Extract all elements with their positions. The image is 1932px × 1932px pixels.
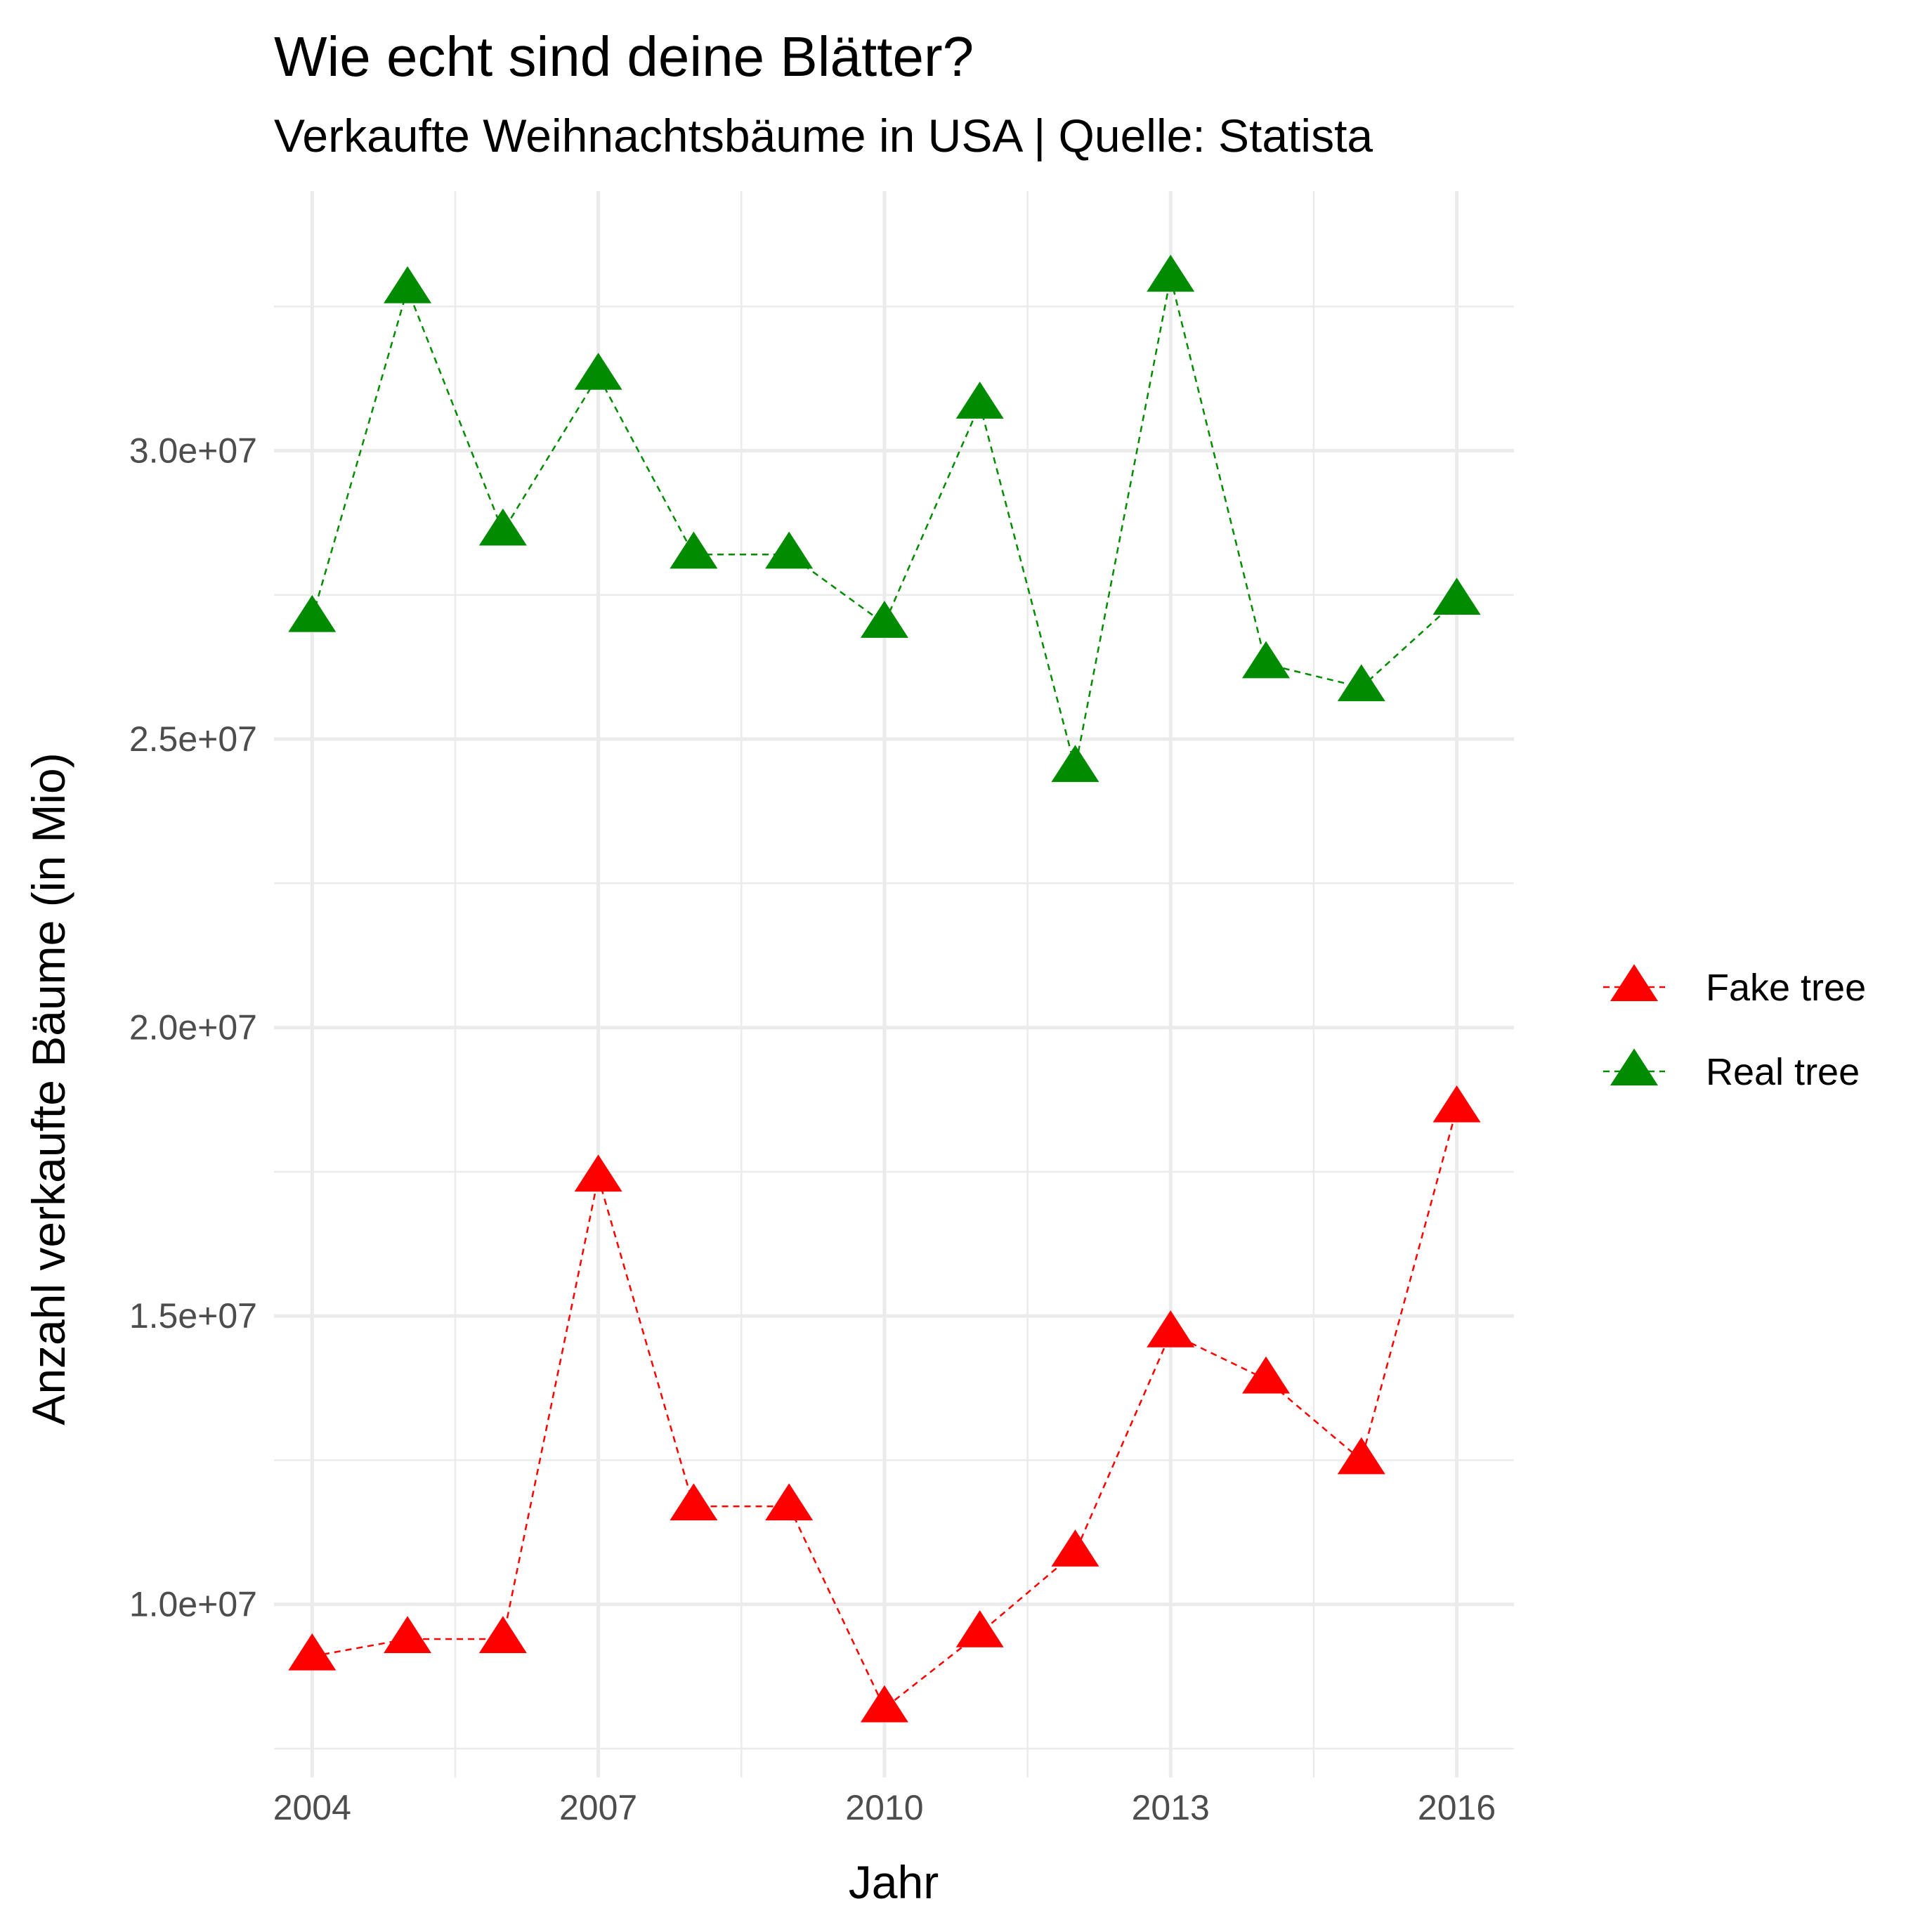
data-point-real-tree: [670, 531, 718, 569]
y-tick-label: 1.5e+07: [129, 1296, 257, 1336]
chart-title: Wie echt sind deine Blätter?: [274, 25, 974, 88]
data-point-fake-tree: [670, 1483, 718, 1521]
y-axis-tick-labels: 1.0e+07 1.5e+07 2.0e+07 2.5e+07 3.0e+07: [129, 431, 257, 1624]
x-axis-title: Jahr: [849, 1856, 939, 1908]
legend-item-real-tree: Real tree: [1603, 1048, 1860, 1093]
data-point-fake-tree: [384, 1616, 432, 1653]
y-tick-label: 2.5e+07: [129, 719, 257, 759]
legend-label: Real tree: [1706, 1051, 1860, 1093]
data-point-fake-tree: [1147, 1310, 1195, 1347]
y-tick-label: 1.0e+07: [129, 1585, 257, 1624]
data-point-fake-tree: [574, 1154, 622, 1192]
x-tick-label: 2007: [559, 1788, 637, 1827]
data-point-real-tree: [1051, 745, 1099, 783]
legend-label: Fake tree: [1706, 967, 1866, 1009]
data-point-real-tree: [384, 266, 432, 303]
legend-key-marker: [1610, 964, 1658, 1002]
data-point-fake-tree: [288, 1633, 337, 1671]
data-point-fake-tree: [478, 1616, 527, 1653]
data-point-real-tree: [288, 594, 337, 632]
series-layer: [288, 254, 1481, 1723]
legend-key-marker: [1610, 1048, 1658, 1086]
x-tick-label: 2010: [845, 1788, 923, 1827]
y-tick-label: 2.0e+07: [129, 1008, 257, 1047]
x-tick-label: 2016: [1418, 1788, 1496, 1827]
x-tick-label: 2004: [273, 1788, 351, 1827]
series-fake-tree: [288, 1085, 1481, 1723]
x-axis-tick-labels: 2004 2007 2010 2013 2016: [273, 1788, 1496, 1827]
data-point-fake-tree: [1432, 1085, 1481, 1123]
data-point-real-tree: [1242, 641, 1290, 679]
data-point-real-tree: [1432, 577, 1481, 615]
data-point-fake-tree: [1051, 1529, 1099, 1567]
x-tick-label: 2013: [1132, 1788, 1210, 1827]
y-tick-label: 3.0e+07: [129, 431, 257, 470]
data-point-fake-tree: [1337, 1437, 1385, 1475]
data-point-real-tree: [860, 601, 908, 638]
data-point-real-tree: [765, 531, 814, 569]
legend: Fake tree Real tree: [1603, 964, 1866, 1093]
data-point-fake-tree: [860, 1685, 908, 1723]
data-point-real-tree: [1337, 664, 1385, 702]
chart-subtitle: Verkaufte Weihnachtsbäume in USA | Quell…: [274, 110, 1373, 162]
data-point-fake-tree: [1242, 1356, 1290, 1394]
series-real-tree: [288, 254, 1481, 783]
data-point-real-tree: [574, 353, 622, 390]
data-point-fake-tree: [955, 1610, 1004, 1647]
data-point-real-tree: [478, 508, 527, 546]
y-axis-title: Anzahl verkaufte Bäume (in Mio): [22, 752, 74, 1425]
legend-item-fake-tree: Fake tree: [1603, 964, 1866, 1009]
data-point-real-tree: [955, 381, 1004, 419]
gridlines: [274, 191, 1514, 1777]
data-point-fake-tree: [765, 1483, 814, 1521]
data-point-real-tree: [1147, 254, 1195, 292]
